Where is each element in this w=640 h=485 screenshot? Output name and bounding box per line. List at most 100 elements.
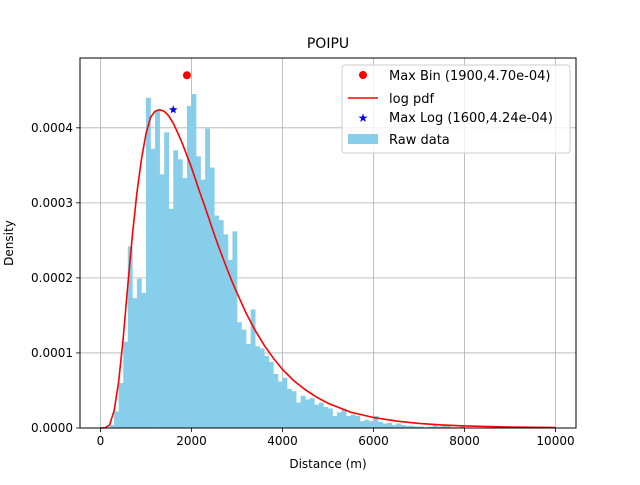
histogram-bar xyxy=(277,381,283,428)
y-tick-label: 0.0002 xyxy=(31,271,73,285)
histogram-bar xyxy=(446,425,452,428)
histogram-bar xyxy=(300,395,306,428)
histogram-bar xyxy=(459,426,465,428)
histogram-bar xyxy=(346,415,352,428)
histogram-bar xyxy=(155,109,160,429)
histogram-bar xyxy=(182,178,188,428)
max-log-marker xyxy=(169,105,178,114)
histogram-bar xyxy=(409,425,415,428)
histogram-bar xyxy=(273,373,279,428)
legend-max-log-marker: ★ xyxy=(358,111,369,125)
x-tick-label: 4000 xyxy=(267,434,298,448)
histogram-bar xyxy=(118,382,124,428)
pdf-curve-layer xyxy=(100,108,556,429)
histogram-bar xyxy=(214,215,220,428)
histogram-bars xyxy=(109,94,465,429)
histogram-bar xyxy=(282,377,288,428)
histogram-bar xyxy=(414,426,420,428)
histogram-bar xyxy=(227,259,233,428)
chart-title: POIPU xyxy=(307,36,349,52)
histogram-bar xyxy=(305,399,311,428)
histogram-bar xyxy=(396,423,402,428)
legend-max-log-label: Max Log (1600,4.24e-04) xyxy=(389,111,553,126)
histogram-bar xyxy=(328,408,333,428)
legend-log-pdf-label: log pdf xyxy=(389,92,434,107)
histogram-bar xyxy=(318,402,324,428)
x-tick-label: 6000 xyxy=(358,434,389,448)
histogram-bar xyxy=(159,174,165,428)
histogram-bar xyxy=(145,97,151,428)
legend-box xyxy=(341,64,571,154)
histogram-bar xyxy=(441,424,447,428)
histogram-bar xyxy=(391,424,397,428)
histogram-bar xyxy=(209,167,215,428)
histogram-bar xyxy=(259,348,265,428)
histogram-bar xyxy=(419,426,424,428)
histogram-bar xyxy=(200,179,206,428)
histogram-bar xyxy=(218,220,224,428)
histogram-bar xyxy=(264,355,270,428)
y-tick-label: 0.0000 xyxy=(31,421,73,435)
histogram-bar xyxy=(323,406,329,428)
max-bin-marker xyxy=(182,71,191,80)
histogram-bar xyxy=(378,421,383,428)
histogram-bar xyxy=(177,159,183,428)
histogram-bar xyxy=(141,292,147,428)
histogram-bar xyxy=(350,414,356,428)
legend-max-bin-label: Max Bin (1900,4.70e-04) xyxy=(389,69,550,84)
histogram-bar xyxy=(136,278,142,428)
y-tick-label: 0.0003 xyxy=(31,196,73,210)
markers xyxy=(169,71,191,114)
x-tick-label: 0 xyxy=(97,434,105,448)
x-tick-label: 2000 xyxy=(176,434,207,448)
axis-ticks: 0 2000 4000 6000 8000 10000 0.0000 0.0001 0.0002… xyxy=(31,121,575,448)
y-tick-label: 0.0001 xyxy=(31,346,73,360)
y-tick-label: 0.0004 xyxy=(31,121,73,135)
histogram-bar xyxy=(250,309,256,428)
histogram-bar xyxy=(341,408,347,428)
histogram-bar xyxy=(428,426,433,428)
histogram-bar xyxy=(387,422,393,428)
histogram-bar xyxy=(268,361,274,428)
histogram-bar xyxy=(109,424,115,428)
histogram-bar xyxy=(359,421,365,428)
legend-max-bin-marker xyxy=(359,71,367,79)
histogram-bar xyxy=(132,298,138,428)
x-tick-label: 8000 xyxy=(449,434,480,448)
histogram-bar xyxy=(287,388,292,428)
legend-raw-data-label: Raw data xyxy=(389,133,450,148)
histogram-bar xyxy=(241,329,247,428)
histogram-bar xyxy=(405,425,411,428)
histogram-bar xyxy=(291,391,297,428)
histogram-bar xyxy=(114,411,119,428)
histogram-bar xyxy=(355,415,361,428)
y-axis-label: Density xyxy=(2,220,16,266)
histogram-bar xyxy=(232,231,238,428)
histogram-bar xyxy=(337,412,342,428)
histogram-bar xyxy=(382,423,388,428)
histogram-bar xyxy=(246,343,251,428)
histogram-bar xyxy=(127,246,133,428)
x-axis-label: Distance (m) xyxy=(289,457,366,471)
histogram-bar xyxy=(168,208,174,428)
histogram-bar xyxy=(255,346,261,428)
histogram-bar xyxy=(368,421,374,428)
histogram-bar xyxy=(186,106,192,428)
histogram-bar xyxy=(223,234,229,428)
histogram-bar xyxy=(314,404,320,428)
legend-raw-data-patch xyxy=(348,134,378,144)
plot-frame xyxy=(79,57,577,429)
histogram-bar xyxy=(236,322,242,428)
histogram-bar xyxy=(196,156,201,428)
histogram-bar xyxy=(150,148,156,429)
histogram-bar xyxy=(191,94,197,428)
histogram-bar xyxy=(173,150,179,428)
histogram-bar xyxy=(205,128,210,428)
histogram-bar xyxy=(373,415,379,428)
legend: Max Bin (1900,4.70e-04) log pdf ★ Max Lo… xyxy=(341,64,571,154)
x-tick-label: 10000 xyxy=(536,434,574,448)
histogram-bar xyxy=(296,402,301,428)
histogram-bar xyxy=(437,426,443,428)
